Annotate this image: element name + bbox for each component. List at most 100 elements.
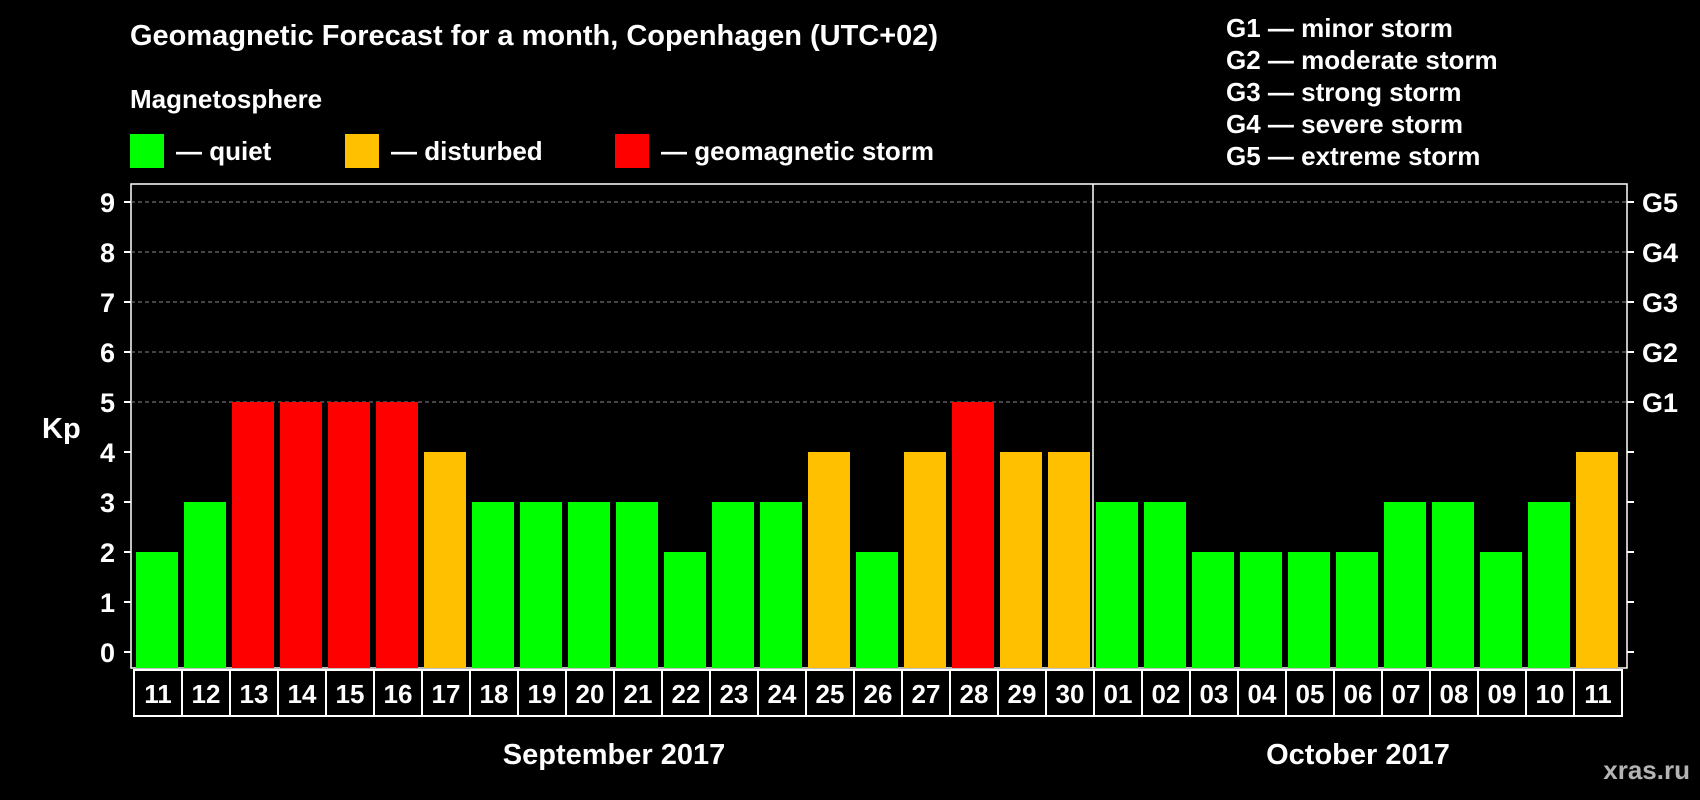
x-tick-label: 24 [768, 679, 797, 709]
x-tick-label: 08 [1440, 679, 1469, 709]
date-cell [1573, 669, 1623, 717]
bar [1432, 502, 1474, 668]
x-tick-label: 14 [288, 679, 317, 709]
storm-level-g1: G1 — minor storm [1226, 13, 1453, 43]
x-tick-label: 16 [384, 679, 413, 709]
legend-swatch-storm [615, 134, 649, 168]
y-axis-label: Kp [42, 413, 81, 445]
x-tick-label: 19 [528, 679, 557, 709]
bar [760, 502, 802, 668]
bar [568, 502, 610, 668]
x-tick-label: 11 [144, 679, 172, 709]
y-tick-label: 1 [100, 588, 115, 618]
storm-level-g5: G5 — extreme storm [1226, 141, 1481, 171]
x-tick-label: 17 [432, 679, 461, 709]
bar [1384, 502, 1426, 668]
bar [664, 552, 706, 668]
watermark: xras.ru [1603, 755, 1690, 785]
legend-item-disturbed: — disturbed [345, 134, 543, 168]
bar [136, 552, 178, 668]
bar [856, 552, 898, 668]
x-tick-label: 05 [1296, 679, 1325, 709]
bar [1192, 552, 1234, 668]
y-tick-label: 6 [100, 338, 115, 368]
bar [424, 452, 466, 668]
legend-label-quiet: — quiet [176, 135, 272, 166]
y-tick-label: 8 [100, 238, 115, 268]
bar [184, 502, 226, 668]
x-tick-label: 27 [912, 679, 941, 709]
bar [616, 502, 658, 668]
bar [1480, 552, 1522, 668]
month-label: September 2017 [503, 739, 725, 771]
x-tick-label: 11 [1584, 679, 1612, 709]
bar [232, 402, 274, 668]
storm-level-g4: G4 — severe storm [1226, 109, 1464, 139]
x-tick-label: 23 [720, 679, 749, 709]
bar [1048, 452, 1090, 668]
y-tick-label: 4 [100, 438, 115, 468]
storm-level-g2: G2 — moderate storm [1226, 45, 1498, 75]
y-tick-label: 2 [100, 538, 115, 568]
y-tick-label: 3 [100, 488, 115, 518]
y-tick-label: 9 [100, 188, 115, 218]
y-tick-label: 5 [100, 388, 115, 418]
bar [472, 502, 514, 668]
x-tick-label: 04 [1248, 679, 1277, 709]
g-level-label: G1 [1642, 388, 1678, 418]
legend-subtitle: Magnetosphere [130, 84, 323, 114]
x-tick-label: 29 [1008, 679, 1037, 709]
x-tick-label: 30 [1056, 679, 1085, 709]
legend-swatch-disturbed [345, 134, 379, 168]
bar [808, 452, 850, 668]
x-tick-label: 20 [576, 679, 605, 709]
storm-level-g3: G3 — strong storm [1226, 77, 1462, 107]
x-tick-label: 10 [1536, 679, 1565, 709]
x-tick-label: 07 [1392, 679, 1421, 709]
x-tick-label: 13 [240, 679, 269, 709]
month-label: October 2017 [1266, 739, 1450, 771]
x-tick-label: 21 [624, 679, 653, 709]
bar [904, 452, 946, 668]
bar [1576, 452, 1618, 668]
g-level-label: G3 [1642, 288, 1678, 318]
y-tick-label: 0 [100, 638, 115, 668]
bar [952, 402, 994, 668]
x-tick-label: 26 [864, 679, 893, 709]
legend-item-storm: — geomagnetic storm [615, 134, 934, 168]
legend-swatch-quiet [130, 134, 164, 168]
x-tick-label: 12 [192, 679, 221, 709]
storm-level-legend: G1 — minor storm G2 — moderate storm G3 … [1226, 12, 1498, 172]
legend-item-quiet: — quiet [130, 134, 271, 168]
bar [1240, 552, 1282, 668]
bar [1096, 502, 1138, 668]
x-tick-label: 03 [1200, 679, 1229, 709]
x-tick-label: 25 [816, 679, 845, 709]
bar [1336, 552, 1378, 668]
x-tick-label: 06 [1344, 679, 1373, 709]
y-tick-label: 7 [100, 288, 115, 318]
x-tick-label: 22 [672, 679, 701, 709]
x-tick-label: 09 [1488, 679, 1517, 709]
legend-label-disturbed: — disturbed [391, 135, 543, 166]
x-tick-label: 18 [480, 679, 509, 709]
g-level-label: G4 [1642, 238, 1678, 268]
legend-label-storm: — geomagnetic storm [661, 135, 935, 166]
bar [1144, 502, 1186, 668]
bar [280, 402, 322, 668]
bar [328, 402, 370, 668]
bar [712, 502, 754, 668]
x-tick-label: 15 [336, 679, 365, 709]
bar [376, 402, 418, 668]
chart-title: Geomagnetic Forecast for a month, Copenh… [130, 20, 939, 52]
g-level-label: G5 [1642, 188, 1678, 218]
x-tick-label: 02 [1152, 679, 1181, 709]
bar [1000, 452, 1042, 668]
bar [520, 502, 562, 668]
x-tick-label: 01 [1104, 679, 1133, 709]
x-tick-label: 28 [960, 679, 989, 709]
bar [1528, 502, 1570, 668]
bar [1288, 552, 1330, 668]
g-level-label: G2 [1642, 338, 1678, 368]
